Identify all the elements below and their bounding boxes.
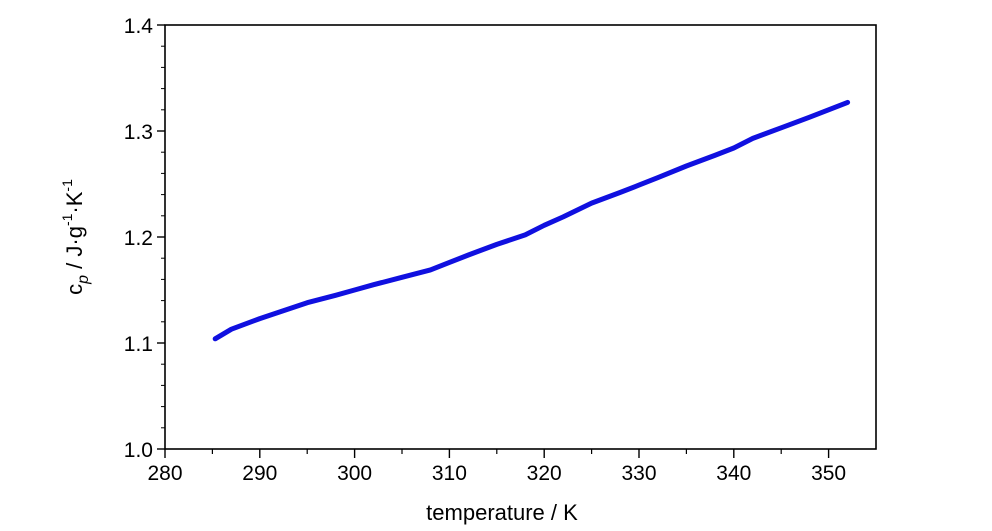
x-tick-label: 300 [337, 462, 372, 485]
y-axis-label-k: ·K [62, 191, 87, 213]
x-tick-label: 340 [716, 462, 751, 485]
y-tick-label: 1.0 [124, 439, 153, 462]
x-tick-label: 320 [527, 462, 562, 485]
y-tick-label: 1.2 [124, 227, 153, 250]
x-tick-label: 290 [242, 462, 277, 485]
y-axis-label-exponent-1: -1 [59, 213, 75, 226]
y-tick-label: 1.3 [124, 121, 153, 144]
x-axis-label: temperature / K [426, 500, 578, 525]
y-tick-label: 1.4 [124, 15, 154, 38]
series-layer [212, 99, 851, 342]
y-axis-label-symbol: c [62, 284, 87, 295]
y-axis-label-exponent-2: -1 [59, 179, 75, 192]
x-tick-label: 330 [621, 462, 656, 485]
series-line [212, 99, 851, 342]
y-axis-label-subscript: p [75, 275, 92, 285]
x-tick-label: 350 [811, 462, 846, 485]
y-axis-label-units: / J·g [62, 226, 87, 275]
x-tick-label: 310 [432, 462, 467, 485]
x-tick-label: 280 [147, 462, 182, 485]
y-tick-label: 1.1 [124, 333, 153, 356]
y-axis-label: cp / J·g-1·K-1 [59, 179, 92, 295]
y-axis-ticks: 1.0 1.1 1.2 1.3 1.4 [124, 15, 165, 462]
x-axis-ticks: 280 290 300 310 320 330 340 350 [147, 449, 846, 485]
